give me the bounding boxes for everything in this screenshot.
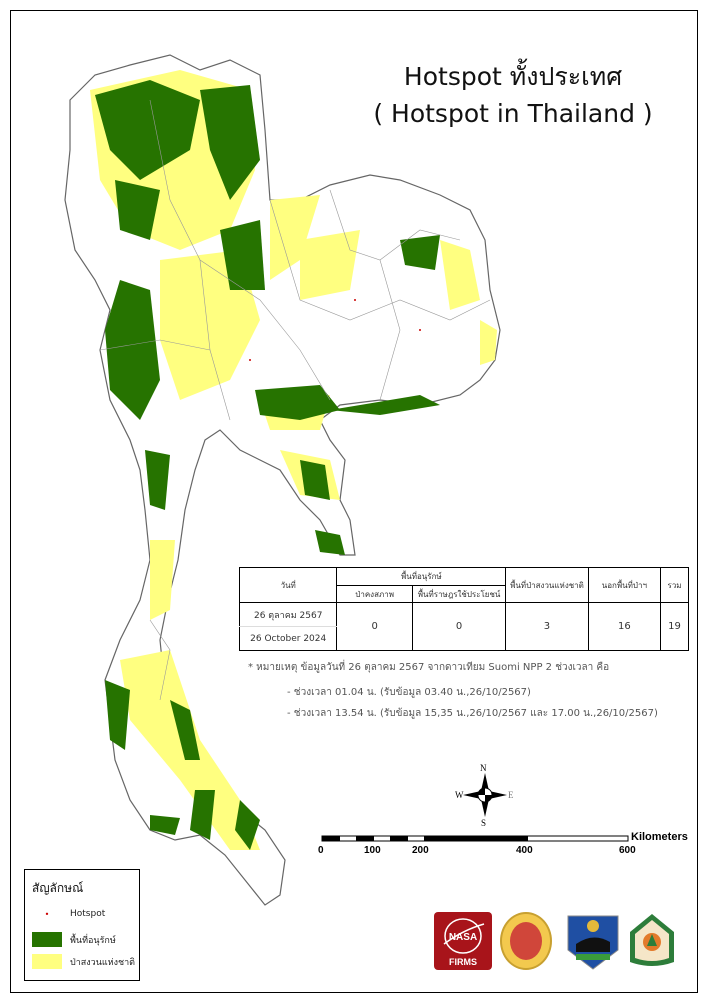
hotspots xyxy=(249,299,421,361)
value-total: 19 xyxy=(660,602,689,651)
dnp-seal-logo xyxy=(500,912,552,970)
legend-hotspot-label: Hotspot xyxy=(70,909,106,919)
header-total: รวม xyxy=(660,567,689,603)
legend-conservation-label: พื้นที่อนุรักษ์ xyxy=(70,935,116,946)
value-outside-forest: 16 xyxy=(587,602,662,651)
hotspot-symbol-icon: • xyxy=(44,909,50,919)
value-community-use: 0 xyxy=(411,602,507,651)
forest-protection-badge-logo xyxy=(566,912,620,970)
date-english: 26 October 2024 xyxy=(238,626,338,651)
legend-reserve-label: ป่าสงวนแห่งชาติ xyxy=(70,957,135,968)
conservation-areas xyxy=(95,80,440,850)
map-title: Hotspot ทั้งประเทศ xyxy=(403,62,623,91)
header-date: วันที่ xyxy=(238,567,338,603)
west-label: W xyxy=(455,790,464,800)
east-label: E xyxy=(508,790,514,800)
legend-title: สัญลักษณ์ xyxy=(32,881,84,895)
legend: สัญลักษณ์ • Hotspot พื้นที่อนุรักษ์ ป่าส… xyxy=(24,869,140,981)
map-frame xyxy=(10,10,698,993)
scale-bar xyxy=(321,835,629,842)
header-conservation: พื้นที่อนุรักษ์ xyxy=(336,567,507,586)
scale-unit: Kilometers xyxy=(631,831,688,843)
value-national-reserve: 3 xyxy=(505,602,589,651)
header-natural-forest: ป่าคงสภาพ xyxy=(336,585,413,603)
scale-tick: 0 xyxy=(318,845,324,856)
header-outside-forest: นอกพื้นที่ป่าฯ xyxy=(587,567,662,603)
svg-text:NASA: NASA xyxy=(449,932,477,943)
scale-tick: 400 xyxy=(516,845,533,856)
note-pass-2: - ช่วงเวลา 13.54 น. (รับข้อมูล 15,35 น.,… xyxy=(287,708,658,719)
reserve-swatch xyxy=(32,954,62,969)
map-subtitle: ( Hotspot in Thailand ) xyxy=(373,99,653,128)
province-boundaries xyxy=(99,99,491,701)
forest-fire-control-badge-logo xyxy=(627,912,677,970)
value-natural-forest: 0 xyxy=(336,602,413,651)
scale-tick: 200 xyxy=(412,845,429,856)
nasa-firms-logo: NASA FIRMS xyxy=(434,912,492,970)
firms-label: FIRMS xyxy=(449,957,477,967)
date-thai: 26 ตุลาคม 2567 xyxy=(238,602,338,627)
note-pass-1: - ช่วงเวลา 01.04 น. (รับข้อมูล 03.40 น.,… xyxy=(287,687,531,698)
header-community-use: พื้นที่ราษฎรใช้ประโยชน์ xyxy=(411,585,507,603)
north-arrow xyxy=(463,773,507,817)
conservation-swatch xyxy=(32,932,62,947)
note-header: * หมายเหตุ ข้อมูลวันที่ 26 ตุลาคม 2567 จ… xyxy=(248,662,610,673)
south-label: S xyxy=(481,818,487,828)
header-national-reserve: พื้นที่ป่าสงวนแห่งชาติ xyxy=(505,567,589,603)
scale-tick: 600 xyxy=(619,845,636,856)
hotspot-table: วันที่ พื้นที่อนุรักษ์ พื้นที่ป่าสงวนแห่… xyxy=(238,567,689,651)
north-label: N xyxy=(480,763,487,773)
scale-tick: 100 xyxy=(364,845,381,856)
